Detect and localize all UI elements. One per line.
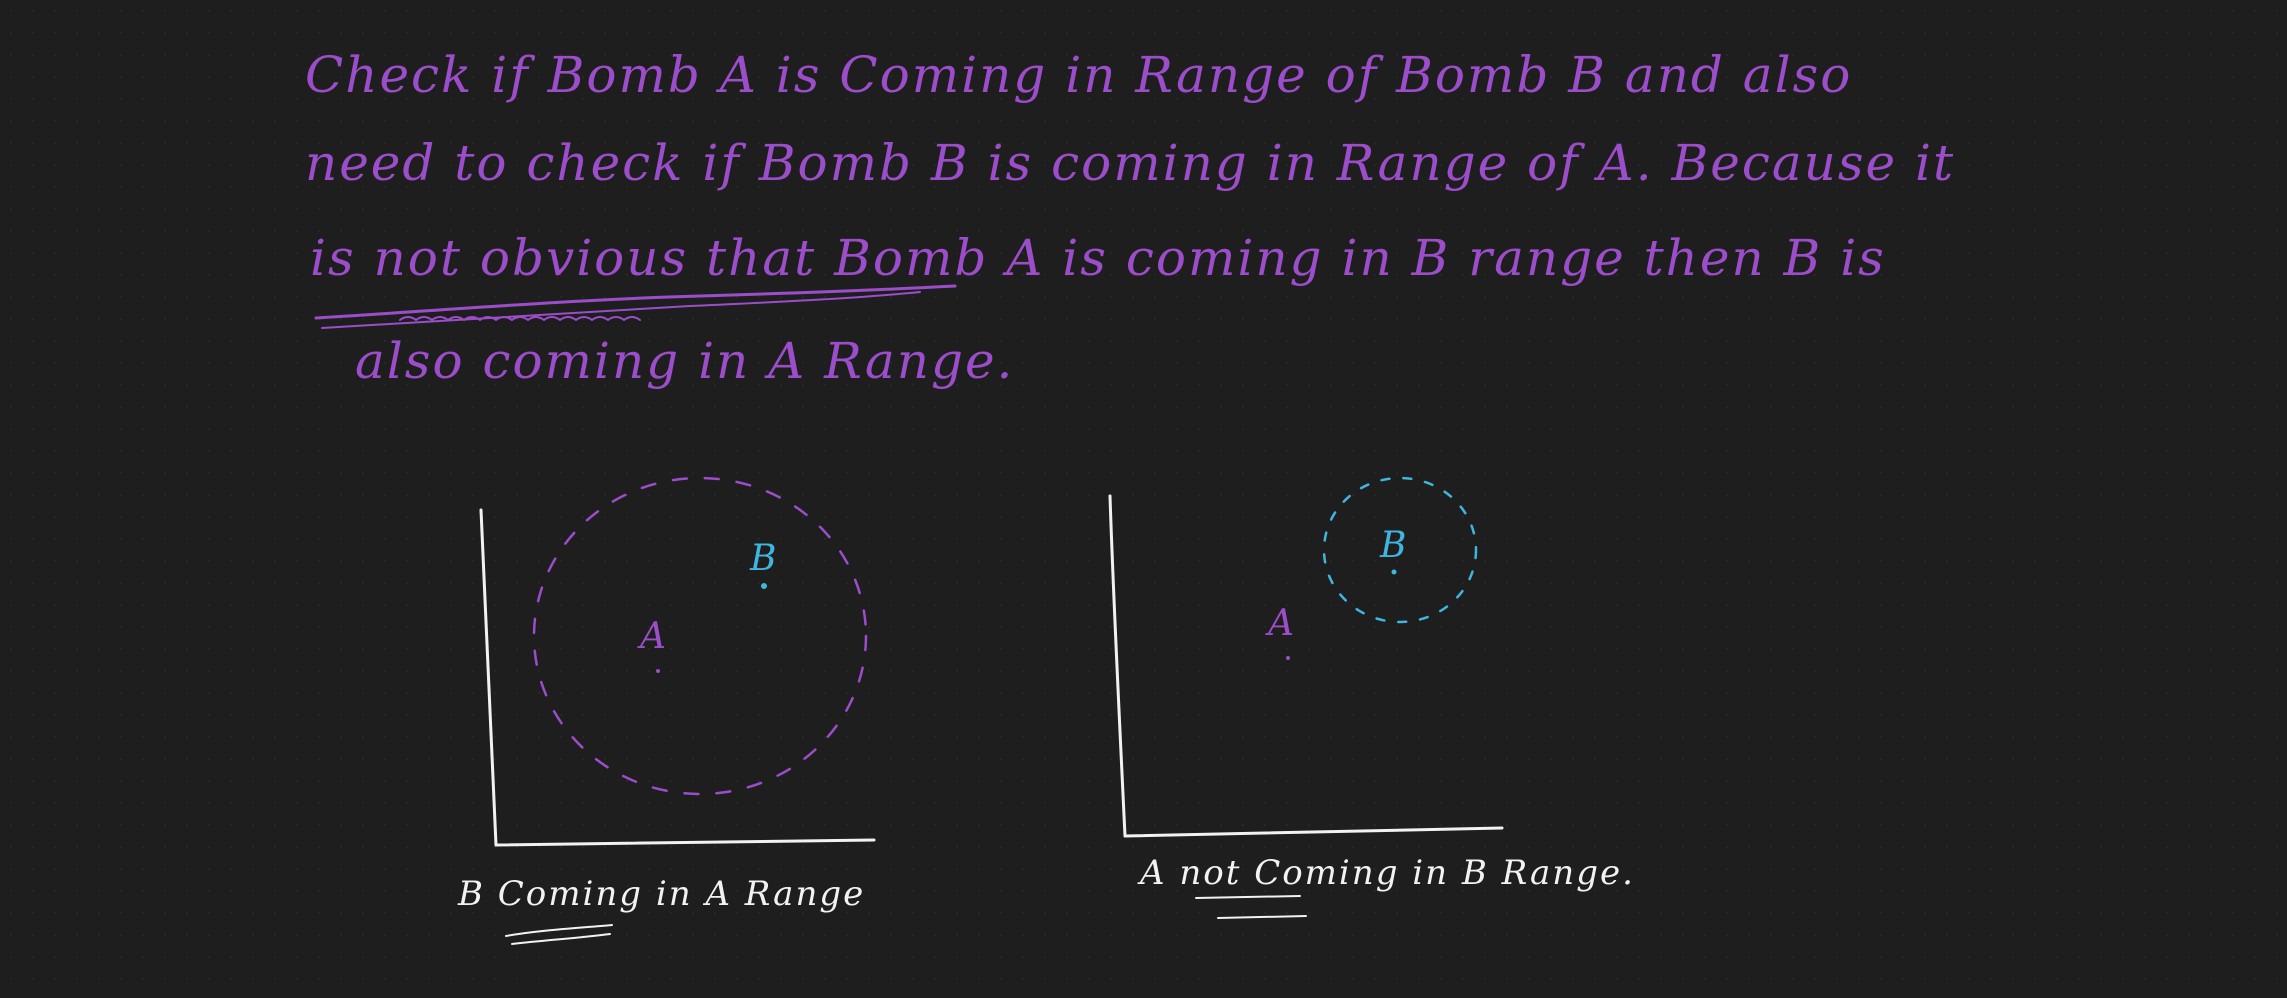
right-range-circle-b xyxy=(1322,476,1478,624)
left-range-circle-a xyxy=(532,476,868,796)
right-axes xyxy=(1108,494,1504,838)
left-axes xyxy=(479,508,876,847)
right-caption: A not Coming in B Range. xyxy=(1137,853,1635,893)
left-caption: B Coming in A Range xyxy=(457,874,865,914)
note-underline-scribble xyxy=(314,284,957,320)
diagram-right: B A A not Coming in B Range. xyxy=(1108,476,1635,919)
note: Check if Bomb A is Coming in Range of Bo… xyxy=(305,46,1955,390)
right-point-a-label: A xyxy=(1265,603,1294,644)
right-point-b-dot xyxy=(1391,569,1397,575)
right-point-b-label: B xyxy=(1379,525,1406,566)
note-line-2: need to check if Bomb B is coming in Ran… xyxy=(305,134,1955,192)
left-caption-underline xyxy=(505,924,613,945)
right-caption-underline xyxy=(1195,895,1307,919)
left-point-a-label: A xyxy=(637,616,666,657)
left-point-a-dot xyxy=(656,669,660,673)
diagram-left: A B B Coming in A Range xyxy=(457,476,876,945)
left-point-b-label: B xyxy=(749,538,776,579)
note-underline-scribble-2 xyxy=(321,291,921,329)
right-point-a-dot xyxy=(1286,656,1290,660)
note-line-1: Check if Bomb A is Coming in Range of Bo… xyxy=(305,46,1852,104)
note-line-3: is not obvious that Bomb A is coming in … xyxy=(310,229,1886,287)
left-point-b-dot xyxy=(761,583,767,589)
note-line-4: also coming in A Range. xyxy=(355,332,1014,390)
